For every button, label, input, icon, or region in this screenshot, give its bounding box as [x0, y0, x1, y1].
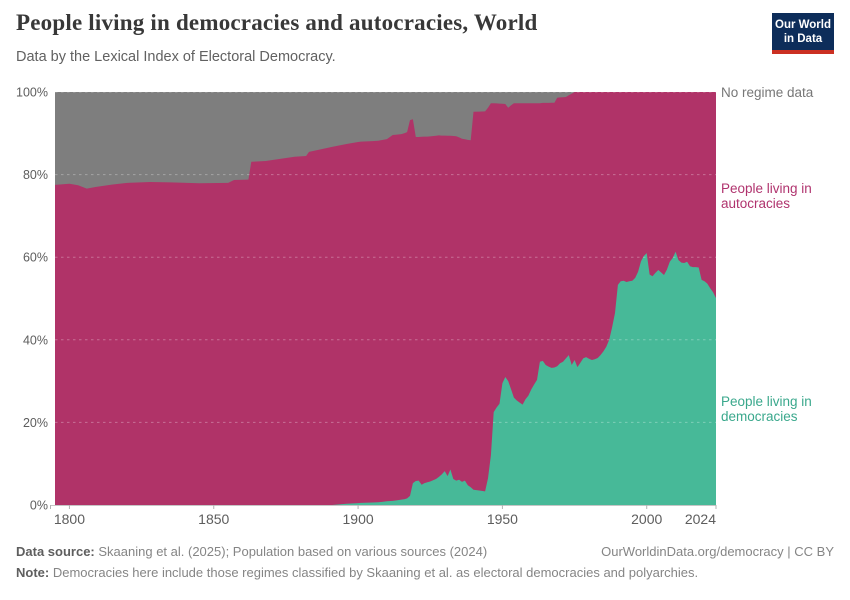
x-tick-label-1850: 1850: [198, 511, 229, 527]
series-label-autocracies[interactable]: People living in autocracies: [721, 181, 812, 212]
y-tick-label-100%: 100%: [16, 86, 48, 100]
note-text: Democracies here include those regimes c…: [52, 565, 699, 580]
y-tick-label-80%: 80%: [23, 168, 48, 182]
owid-logo-line2: in Data: [783, 33, 823, 46]
owid-logo-line1: Our World: [775, 19, 832, 31]
x-tick-label-1800: 1800: [54, 511, 85, 527]
data-source-line: Data source: Skaaning et al. (2025); Pop…: [16, 544, 487, 559]
chart-subtitle: Data by the Lexical Index of Electoral D…: [16, 49, 336, 65]
y-tick-label-20%: 20%: [23, 416, 48, 430]
note-label: Note:: [16, 565, 50, 580]
stacked-area-chart: 1800 1850 1900 1950 2000 2024 0% 20% 40% 60% 80% 10…: [16, 86, 717, 527]
x-tick-label-1950: 1950: [487, 511, 518, 527]
area-democracies[interactable]: [55, 251, 716, 505]
y-tick-label-0%: 0%: [30, 499, 48, 513]
page-title: People living in democracies and autocra…: [16, 10, 538, 35]
data-source-label: Data source:: [16, 544, 95, 559]
chart-footer: Data source: Skaaning et al. (2025); Pop…: [16, 544, 834, 580]
series-label-democracies[interactable]: People living in democracies: [721, 394, 812, 425]
owid-url-link[interactable]: OurWorldinData.org/democracy | CC BY: [601, 544, 834, 559]
owid-logo[interactable]: Our World in Data: [772, 13, 834, 54]
y-tick-label-60%: 60%: [23, 251, 48, 265]
x-tick-label-2024: 2024: [685, 511, 716, 527]
x-tick-label-1900: 1900: [343, 511, 374, 527]
series-label-no-regime-data[interactable]: No regime data: [721, 85, 814, 100]
data-source-text: Skaaning et al. (2025); Population based…: [98, 544, 488, 559]
x-tick-label-2000: 2000: [631, 511, 662, 527]
y-tick-label-40%: 40%: [23, 333, 48, 347]
